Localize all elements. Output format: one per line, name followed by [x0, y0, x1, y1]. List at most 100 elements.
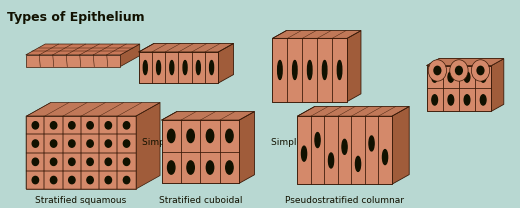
- Text: Pseudostratified columnar: Pseudostratified columnar: [285, 196, 404, 205]
- Text: Stratified squamous: Stratified squamous: [35, 196, 126, 205]
- Ellipse shape: [369, 136, 374, 151]
- Bar: [165, 52, 178, 83]
- Bar: [99, 171, 118, 189]
- Polygon shape: [139, 43, 233, 52]
- Bar: [63, 134, 81, 153]
- Bar: [352, 116, 365, 184]
- Bar: [118, 171, 136, 189]
- Ellipse shape: [206, 129, 214, 142]
- Ellipse shape: [105, 176, 111, 184]
- Ellipse shape: [464, 95, 470, 105]
- Bar: [302, 38, 317, 102]
- Ellipse shape: [315, 132, 320, 147]
- Bar: [181, 152, 200, 183]
- Polygon shape: [426, 59, 504, 66]
- Ellipse shape: [432, 95, 437, 105]
- Bar: [26, 116, 45, 134]
- Polygon shape: [218, 43, 233, 83]
- Bar: [26, 134, 45, 153]
- Ellipse shape: [105, 158, 111, 165]
- Ellipse shape: [187, 161, 194, 174]
- Bar: [205, 52, 218, 83]
- Ellipse shape: [383, 150, 387, 165]
- Bar: [459, 66, 475, 88]
- Ellipse shape: [278, 61, 282, 79]
- Bar: [118, 134, 136, 153]
- Ellipse shape: [450, 60, 468, 81]
- Bar: [443, 66, 459, 88]
- Polygon shape: [297, 106, 409, 116]
- Bar: [162, 120, 181, 152]
- Bar: [162, 152, 181, 183]
- Bar: [475, 88, 491, 111]
- Bar: [63, 153, 81, 171]
- Bar: [288, 38, 302, 102]
- Ellipse shape: [123, 176, 130, 184]
- Bar: [81, 153, 99, 171]
- Polygon shape: [162, 120, 239, 183]
- Bar: [311, 116, 324, 184]
- Bar: [443, 88, 459, 111]
- Polygon shape: [272, 38, 347, 102]
- Polygon shape: [136, 103, 160, 189]
- Ellipse shape: [187, 129, 194, 142]
- Bar: [63, 116, 81, 134]
- Ellipse shape: [329, 153, 334, 168]
- Ellipse shape: [32, 158, 38, 165]
- Ellipse shape: [87, 140, 93, 147]
- Ellipse shape: [144, 61, 147, 74]
- Ellipse shape: [432, 72, 437, 82]
- Bar: [81, 116, 99, 134]
- Bar: [220, 152, 239, 183]
- Ellipse shape: [480, 95, 486, 105]
- Bar: [81, 134, 99, 153]
- Ellipse shape: [69, 122, 75, 129]
- Ellipse shape: [206, 161, 214, 174]
- Polygon shape: [491, 59, 504, 111]
- Bar: [317, 38, 332, 102]
- Text: Transitional: Transitional: [433, 62, 485, 71]
- Text: Simple squamous: Simple squamous: [33, 138, 113, 147]
- Bar: [365, 116, 378, 184]
- Bar: [99, 134, 118, 153]
- Bar: [378, 116, 392, 184]
- Ellipse shape: [50, 122, 57, 129]
- Polygon shape: [26, 103, 160, 116]
- Bar: [338, 116, 352, 184]
- Polygon shape: [272, 31, 361, 38]
- Bar: [152, 52, 165, 83]
- Ellipse shape: [123, 158, 130, 165]
- Polygon shape: [162, 111, 254, 120]
- Ellipse shape: [337, 61, 342, 79]
- Bar: [45, 153, 63, 171]
- Ellipse shape: [69, 158, 75, 165]
- Ellipse shape: [32, 140, 38, 147]
- Bar: [426, 88, 443, 111]
- Polygon shape: [426, 66, 491, 111]
- Text: Types of Epithelium: Types of Epithelium: [7, 11, 145, 24]
- Bar: [45, 116, 63, 134]
- Ellipse shape: [480, 72, 486, 82]
- Ellipse shape: [210, 61, 214, 74]
- Bar: [192, 52, 205, 83]
- Bar: [139, 52, 152, 83]
- Bar: [118, 116, 136, 134]
- Ellipse shape: [293, 61, 297, 79]
- Polygon shape: [26, 55, 120, 67]
- Polygon shape: [26, 116, 136, 189]
- Ellipse shape: [464, 72, 470, 82]
- Bar: [324, 116, 338, 184]
- Bar: [81, 171, 99, 189]
- Ellipse shape: [471, 60, 490, 81]
- Bar: [63, 171, 81, 189]
- Polygon shape: [239, 111, 254, 183]
- Polygon shape: [392, 106, 409, 184]
- Polygon shape: [26, 44, 140, 55]
- Ellipse shape: [105, 140, 111, 147]
- Ellipse shape: [123, 140, 130, 147]
- Ellipse shape: [448, 95, 453, 105]
- Bar: [45, 134, 63, 153]
- Bar: [178, 52, 192, 83]
- Ellipse shape: [448, 72, 453, 82]
- Ellipse shape: [167, 161, 175, 174]
